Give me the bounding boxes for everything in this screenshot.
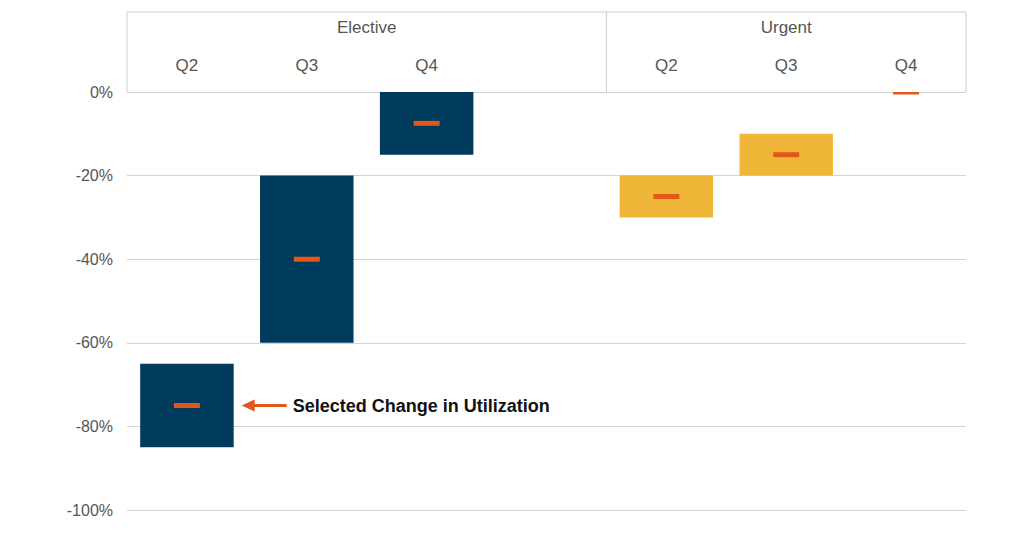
svg-text:Q4: Q4 [895,56,918,75]
svg-text:0%: 0% [90,84,113,101]
svg-text:Q2: Q2 [176,56,199,75]
svg-text:-80%: -80% [76,418,113,435]
svg-text:Elective: Elective [337,18,397,37]
svg-text:-20%: -20% [76,167,113,184]
svg-text:Q4: Q4 [415,56,438,75]
svg-text:-40%: -40% [76,251,113,268]
svg-text:-100%: -100% [67,502,113,519]
svg-text:Q3: Q3 [775,56,798,75]
svg-text:-60%: -60% [76,334,113,351]
svg-text:Q3: Q3 [295,56,318,75]
svg-text:Q2: Q2 [655,56,678,75]
svg-text:Selected Change in Utilization: Selected Change in Utilization [293,396,550,416]
svg-text:Urgent: Urgent [761,18,812,37]
